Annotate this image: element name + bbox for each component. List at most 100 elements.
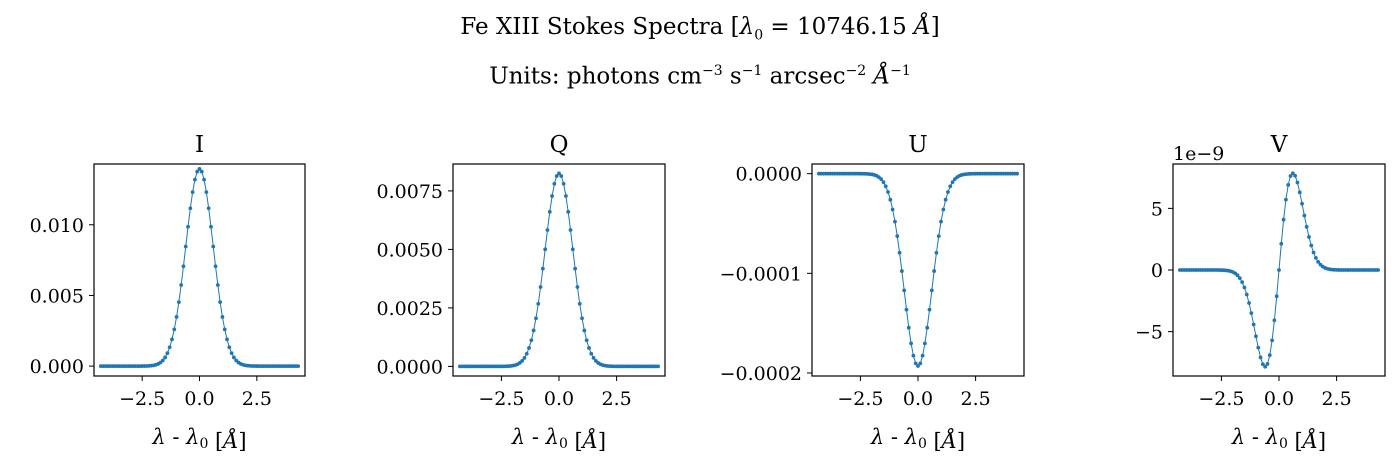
data-point [222, 327, 227, 332]
x-tick-label: −2.5 [119, 388, 165, 410]
data-point [939, 219, 943, 224]
data-point [570, 247, 575, 252]
data-point [547, 209, 552, 214]
data-point [573, 266, 578, 271]
data-point [1286, 182, 1291, 187]
data-point [186, 224, 190, 229]
data-point [890, 207, 895, 212]
data-point [206, 206, 211, 211]
data-point [902, 288, 907, 293]
data-point [190, 190, 195, 195]
y-tick-label: −5 [1135, 322, 1163, 344]
data-point [1265, 362, 1270, 366]
x-tick-label: 0.0 [903, 388, 933, 410]
subplot-Q: −2.5 0.0 2.5 0.0000 0.0025 0.0050 0.0075 Qλ - λ… [377, 132, 666, 453]
data-point [199, 169, 204, 174]
data-point [296, 364, 301, 369]
data-point [183, 244, 188, 249]
data-point [543, 247, 548, 252]
y-tick-label: 0 [1151, 260, 1163, 282]
y-tick-label: 5 [1151, 198, 1163, 220]
data-point [1235, 273, 1240, 278]
data-point [656, 364, 660, 369]
data-point [929, 288, 934, 293]
data-point [220, 315, 225, 319]
data-point [538, 285, 543, 289]
data-point [1260, 362, 1265, 367]
data-point [213, 264, 218, 269]
data-point [1313, 255, 1318, 260]
data-point [529, 338, 534, 343]
data-point [197, 167, 202, 171]
axes-frame-Q [452, 163, 666, 377]
data-point [1281, 217, 1286, 222]
data-point [1270, 338, 1274, 343]
data-point [589, 351, 594, 356]
data-point [886, 190, 890, 194]
data-point [1284, 197, 1288, 202]
data-point [1247, 301, 1251, 305]
data-point [920, 353, 925, 358]
data-point [1288, 174, 1293, 178]
data-point [559, 174, 564, 178]
data-point [202, 177, 206, 182]
data-point [524, 351, 529, 356]
data-point [1258, 355, 1263, 360]
data-point [1242, 285, 1247, 290]
data-point [1293, 173, 1298, 178]
data-point [195, 169, 200, 174]
y-tick-label: 0.0000 [377, 356, 443, 378]
series-line-Q [459, 172, 659, 367]
data-point [218, 300, 223, 304]
data-point [1290, 171, 1295, 176]
x-tick-label: 2.5 [960, 388, 990, 410]
subplot-title: U [908, 132, 927, 158]
data-point [582, 328, 587, 333]
x-tick-label: 2.5 [1321, 388, 1351, 410]
data-point [531, 328, 536, 333]
data-point [170, 337, 174, 342]
data-point [1256, 345, 1261, 350]
data-point [948, 184, 953, 189]
data-point [925, 325, 930, 330]
x-axis-label: λ - λ0 [Å] [870, 425, 965, 453]
subplot-title: Q [550, 132, 569, 158]
data-point [204, 190, 209, 195]
data-point [1302, 213, 1307, 218]
data-point [1015, 171, 1019, 176]
data-point [179, 283, 184, 287]
data-point [888, 197, 893, 202]
suptitle-line-1: Fe XIII Stokes Spectra [λ0 = 10746.15 Å] [460, 14, 940, 44]
data-point [1279, 241, 1284, 246]
data-point [550, 194, 554, 198]
suptitle-line-2: Units: photons cm−3 s−1 arcsec−2 Å−1 [489, 62, 911, 90]
x-tick-label: −2.5 [837, 388, 883, 410]
data-point [557, 171, 561, 176]
data-point [913, 361, 918, 366]
data-point [1297, 190, 1302, 195]
data-point [522, 356, 527, 360]
data-point [911, 353, 916, 358]
x-axis-label: λ - λ0 [Å] [511, 425, 606, 453]
data-point [943, 197, 948, 202]
data-point [893, 219, 897, 224]
data-point [1263, 364, 1268, 369]
data-point [897, 250, 902, 255]
data-point [934, 250, 939, 255]
x-tick-label: 0.0 [184, 388, 214, 410]
data-point [229, 351, 234, 356]
x-tick-label: −2.5 [1198, 388, 1244, 410]
data-point [534, 316, 538, 321]
y-tick-label: 0.000 [30, 356, 84, 378]
subplot-I: −2.5 0.0 2.5 0.000 0.005 0.010 Iλ - λ0 [Å] [30, 132, 306, 453]
data-point [1309, 243, 1314, 248]
data-point [211, 244, 216, 249]
y-offset-text: 1e−9 [1173, 143, 1224, 165]
subplot-title: V [1270, 132, 1288, 158]
data-point [172, 327, 177, 332]
data-point [554, 174, 559, 178]
data-point [1376, 268, 1380, 272]
data-point [540, 266, 545, 271]
data-point [209, 224, 213, 229]
